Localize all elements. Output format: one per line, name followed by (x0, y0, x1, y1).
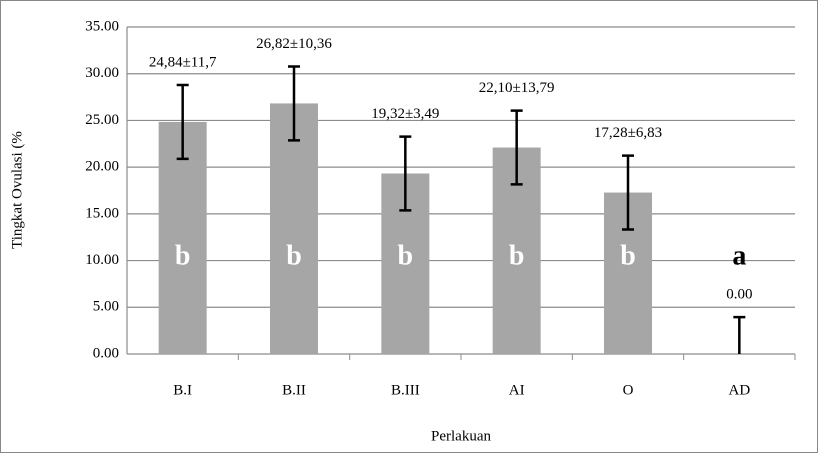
y-tick-label: 0.00 (93, 345, 119, 361)
y-tick-label: 10.00 (85, 252, 119, 268)
significance-letter: b (620, 240, 636, 271)
x-tick-label: AD (728, 382, 750, 398)
y-tick-label: 5.00 (93, 299, 119, 315)
significance-letter: b (286, 240, 302, 271)
y-axis-label: Tingkat Ovulasi (% (9, 131, 25, 249)
significance-letter: b (509, 240, 525, 271)
y-tick-label: 20.00 (85, 159, 119, 175)
significance-letter: b (398, 240, 414, 271)
error-bar (288, 65, 300, 142)
significance-letter: b (175, 240, 191, 271)
value-label: 0.00 (726, 287, 752, 303)
x-tick-label: AI (509, 382, 525, 398)
bar (270, 103, 318, 355)
x-tick-label: B.III (391, 382, 420, 398)
y-tick-label: 25.00 (85, 112, 119, 128)
y-tick-label: 35.00 (85, 18, 119, 34)
error-bar (733, 315, 746, 354)
error-bar (622, 154, 634, 231)
y-tick-label: 30.00 (85, 65, 119, 81)
y-tick-label: 15.00 (85, 205, 119, 221)
value-label: 22,10±13,79 (479, 80, 555, 96)
x-tick-label: B.II (282, 382, 306, 398)
error-bar (176, 83, 189, 161)
value-label: 17,28±6,83 (594, 125, 662, 141)
x-tick-label: O (623, 382, 634, 398)
value-label: 24,84±11,7 (149, 54, 217, 70)
value-label: 19,32±3,49 (371, 106, 439, 122)
x-tick-label: B.I (173, 382, 192, 398)
error-bar (510, 109, 523, 186)
x-axis-label: Perlakuan (431, 428, 491, 444)
error-bar (399, 135, 412, 212)
value-label: 26,82±10,36 (256, 36, 332, 52)
significance-letter: a (732, 240, 746, 271)
bar (158, 121, 207, 354)
